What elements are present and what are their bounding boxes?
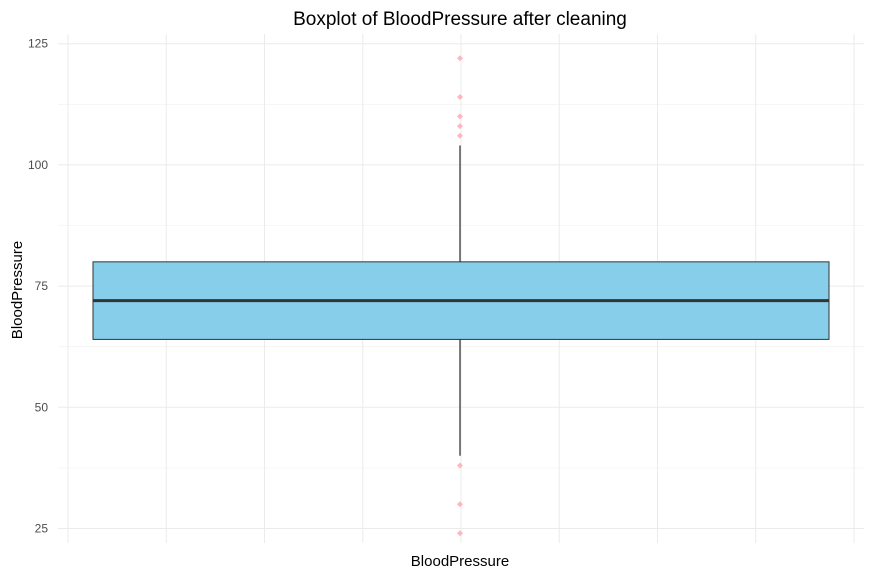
y-axis-ticks: 25 50 75 100 125: [28, 37, 48, 536]
outlier-point: [457, 55, 463, 62]
y-tick-label: 125: [28, 37, 48, 51]
outlier-point: [457, 530, 463, 537]
boxplot-layer: [92, 145, 830, 456]
y-tick-label: 100: [28, 158, 48, 172]
outlier-point: [457, 123, 463, 130]
x-axis-title: BloodPressure: [411, 553, 509, 570]
y-tick-label: 50: [35, 400, 49, 414]
outlier-point: [457, 462, 463, 469]
y-tick-label: 75: [35, 279, 49, 293]
y-axis-title: BloodPressure: [9, 241, 26, 339]
chart-title: Boxplot of BloodPressure after cleaning: [293, 9, 627, 30]
outlier-point: [457, 113, 463, 120]
outlier-point: [457, 94, 463, 101]
outlier-points: [457, 55, 463, 537]
y-tick-label: 25: [35, 521, 49, 535]
outlier-point: [457, 132, 463, 139]
outlier-point: [457, 501, 463, 508]
